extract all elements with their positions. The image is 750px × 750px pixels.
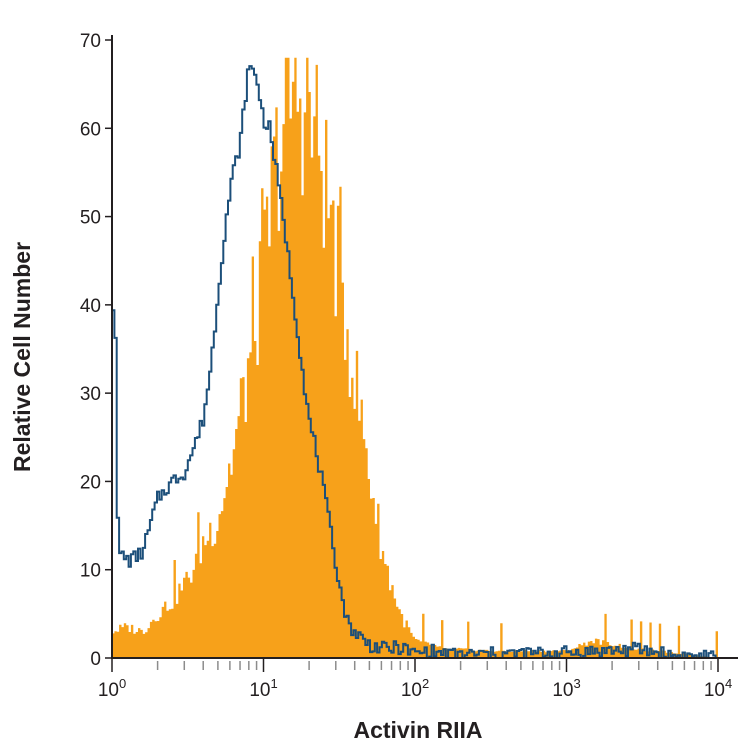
x-axis-ticks: 100 101 102 103 104 (98, 658, 732, 701)
y-tick-label: 70 (80, 31, 101, 52)
x-tick-label: 101 (249, 676, 277, 701)
x-tick-base: 10 (249, 680, 270, 701)
y-tick-label: 0 (90, 649, 101, 670)
x-tick-base: 10 (401, 680, 422, 701)
x-tick-label: 104 (704, 676, 732, 701)
x-tick-base: 10 (98, 680, 119, 701)
y-axis-ticks: 0 10 20 30 40 50 60 70 (80, 31, 112, 670)
y-axis-title: Relative Cell Number (9, 242, 35, 472)
y-tick-label: 30 (80, 384, 101, 405)
y-tick-label: 50 (80, 208, 101, 229)
y-tick-label: 20 (80, 472, 101, 493)
x-tick-label: 100 (98, 676, 126, 701)
y-tick-label: 60 (80, 119, 101, 140)
x-tick-exponent: 4 (725, 676, 732, 691)
x-tick-label: 103 (552, 676, 580, 701)
plot-area (112, 57, 718, 659)
outline-histogram-series (112, 65, 718, 659)
filled-histogram-series (112, 57, 718, 658)
y-tick-label: 40 (80, 296, 101, 317)
x-tick-exponent: 0 (119, 676, 126, 691)
x-tick-label: 102 (401, 676, 429, 701)
x-tick-exponent: 1 (270, 676, 277, 691)
x-tick-exponent: 2 (422, 676, 429, 691)
x-tick-base: 10 (552, 680, 573, 701)
x-tick-exponent: 3 (573, 676, 580, 691)
y-tick-label: 10 (80, 561, 101, 582)
x-axis-title: Activin RIIA (353, 717, 482, 743)
x-tick-base: 10 (704, 680, 725, 701)
